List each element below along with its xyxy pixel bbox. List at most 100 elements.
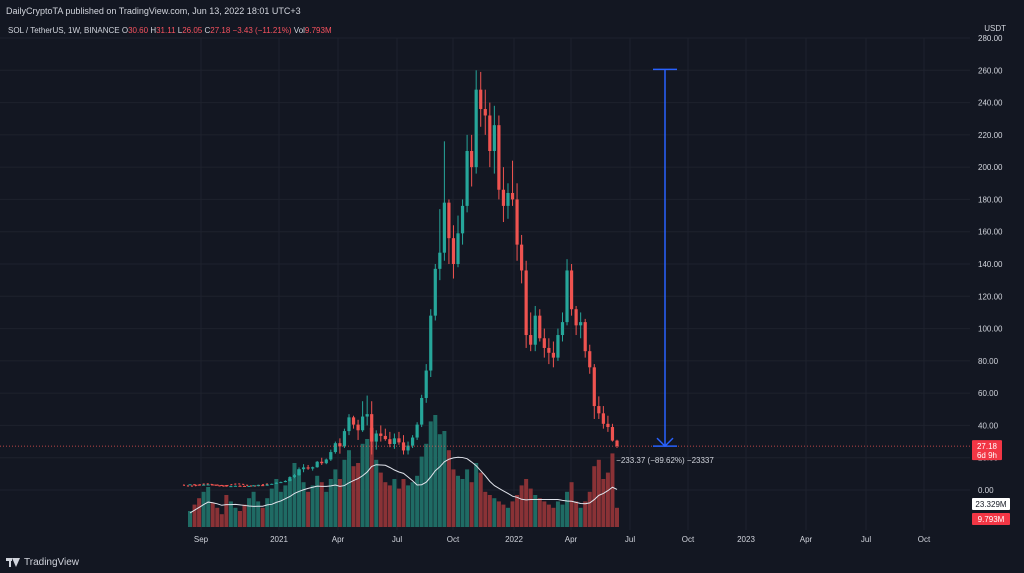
volume-bar: [369, 427, 374, 527]
time-tick-label: Jul: [625, 535, 635, 544]
volume-bar: [587, 491, 592, 527]
time-tick-label: 2021: [270, 535, 288, 544]
volume-bar: [419, 456, 424, 527]
volume-bars: [188, 415, 619, 527]
volume-bar: [233, 507, 238, 527]
candle-body: [315, 461, 319, 468]
candle-body: [610, 427, 615, 441]
candle-body: [238, 485, 242, 487]
candle-body: [297, 469, 301, 476]
candle-body: [292, 475, 297, 478]
volume-bar: [337, 479, 342, 527]
candle-body: [424, 370, 428, 398]
time-tick-label: Apr: [565, 535, 578, 544]
countdown-value: 6d 9h: [977, 451, 997, 460]
volume-bar: [446, 450, 451, 527]
volume-bar: [201, 491, 206, 527]
candle-body: [274, 482, 278, 484]
volume-bar: [515, 495, 520, 527]
volume-bar: [192, 504, 197, 527]
volume-bar: [301, 482, 306, 527]
volume-bar: [542, 501, 547, 527]
candle-body: [356, 424, 360, 431]
volume-ma-line: [189, 456, 618, 514]
candle-body: [206, 484, 210, 486]
volume-bar: [465, 469, 470, 527]
high-value: 31.11: [156, 26, 176, 35]
candle-body: [215, 484, 219, 486]
volume-bar: [260, 507, 265, 527]
volume-bar: [401, 479, 406, 527]
volume-badge: [972, 513, 1010, 525]
candle-body: [592, 367, 596, 407]
candle-body: [410, 437, 415, 446]
price-tick-label: 260.00: [978, 66, 1003, 75]
candle-body: [270, 483, 274, 485]
price-tick-label: 60.00: [978, 389, 999, 398]
candle-body: [547, 347, 551, 353]
price-axis: 280.00 260.00 240.00 220.00 200.00 180.00 160.…: [978, 34, 1003, 495]
measure-arrow-icon: [656, 437, 674, 448]
volume-bar: [319, 482, 324, 527]
volume-bar: [555, 501, 560, 527]
volume-bar: [524, 479, 529, 527]
open-label: O: [121, 26, 129, 35]
volume-bar: [551, 507, 556, 527]
volume-bar: [537, 498, 542, 527]
symbol-label[interactable]: SOL / TetherUS, 1W, BINANCE: [8, 26, 120, 35]
symbol-legend: SOL / TetherUS, 1W, BINANCE O30.60 H31.1…: [8, 26, 332, 35]
volume-bar: [342, 459, 347, 527]
candle-body: [433, 268, 437, 316]
candle-body: [188, 484, 192, 486]
volume-bar: [306, 491, 311, 527]
candle-body: [510, 192, 515, 200]
volume-bar: [478, 472, 483, 527]
volume-bar: [278, 491, 283, 527]
volume-bar: [328, 479, 333, 527]
candle-body: [256, 485, 260, 487]
time-tick-label: 2023: [737, 535, 755, 544]
candle-body: [320, 461, 324, 464]
price-tick-label: 120.00: [978, 292, 1003, 301]
candle-body: [192, 484, 197, 486]
volume-bar: [251, 491, 256, 527]
volume-bar: [197, 498, 202, 527]
candle-body: [515, 199, 519, 245]
volume-bar: [242, 504, 247, 527]
footer: TradingView: [6, 557, 79, 568]
candle-body: [542, 338, 546, 348]
volume-bar: [469, 482, 474, 527]
volume-ma-value: 23.329M: [975, 500, 1006, 509]
candle-body: [442, 202, 446, 253]
candle-body: [615, 440, 619, 447]
volume-bar: [610, 453, 615, 527]
candle-body: [551, 352, 556, 358]
candle-body: [451, 238, 456, 264]
volume-bar: [215, 507, 220, 527]
volume-bar: [601, 479, 606, 527]
candle-body: [342, 431, 347, 447]
volume-bar: [424, 443, 429, 527]
candle-body: [574, 309, 578, 326]
volume-bar: [451, 469, 456, 527]
candle-body: [456, 233, 460, 264]
volume-bar: [224, 495, 229, 527]
candle-body: [261, 485, 265, 487]
candle-body: [520, 244, 524, 271]
candle-body: [211, 484, 215, 486]
brand-label: TradingView: [24, 557, 80, 568]
candle-body: [379, 433, 383, 436]
candle-body: [506, 192, 510, 206]
candle-body: [465, 151, 469, 206]
volume-bar: [510, 501, 515, 527]
volume-bar: [206, 487, 211, 527]
candle-body: [374, 433, 378, 442]
price-tick-label: 80.00: [978, 357, 999, 366]
volume-bar: [415, 475, 420, 527]
last-price-value: 27.18: [977, 442, 998, 451]
currency-label: USDT: [984, 24, 1006, 33]
candle-body: [529, 335, 533, 345]
time-axis: Sep 2021 Apr Jul Oct 2022 Apr Jul Oct 2023 Apr Jul O…: [194, 535, 931, 544]
price-tick-label: 160.00: [978, 228, 1003, 237]
